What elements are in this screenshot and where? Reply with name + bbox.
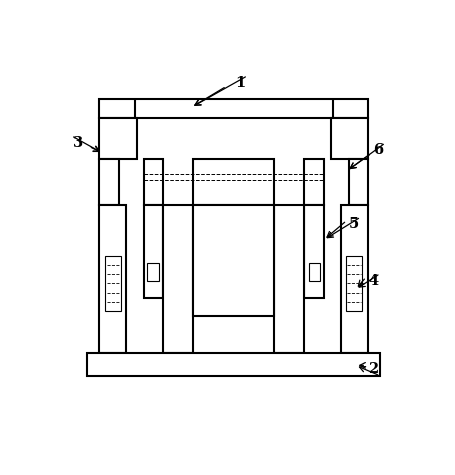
Bar (304, 159, 323, 205)
Bar (143, 159, 163, 205)
Text: 4: 4 (368, 274, 378, 287)
Bar (341, 205, 367, 353)
Bar (330, 118, 367, 159)
Bar (345, 256, 361, 311)
Bar (99, 205, 126, 353)
Bar (99, 118, 136, 159)
Bar (308, 263, 319, 281)
Text: 6: 6 (373, 143, 383, 157)
Bar (147, 263, 158, 281)
Text: 2: 2 (367, 362, 378, 376)
Text: 5: 5 (348, 217, 358, 231)
Bar (304, 205, 323, 298)
Bar (348, 159, 367, 205)
Bar (105, 256, 121, 311)
Bar (99, 159, 119, 205)
Bar (143, 205, 163, 298)
Bar (99, 98, 367, 118)
Bar (163, 205, 192, 353)
Bar (111, 205, 119, 228)
Bar (192, 159, 274, 205)
Bar (87, 353, 379, 376)
Bar (274, 205, 304, 353)
Text: 3: 3 (73, 136, 83, 150)
Bar (192, 205, 274, 316)
Text: 1: 1 (235, 76, 245, 90)
Bar (347, 205, 355, 228)
